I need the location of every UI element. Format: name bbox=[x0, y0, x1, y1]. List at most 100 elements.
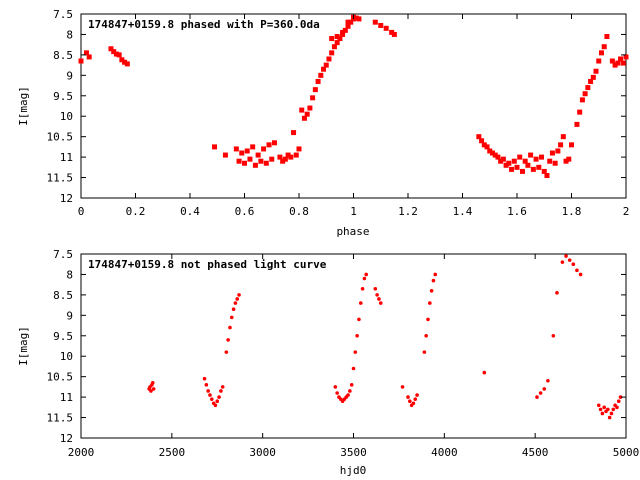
phased-data-point bbox=[285, 152, 291, 158]
unphased-data-point bbox=[224, 350, 229, 354]
phased-data-point bbox=[288, 154, 294, 160]
phased-data-point bbox=[620, 60, 626, 66]
unphased-y-tick-label: 9 bbox=[66, 309, 73, 322]
unphased-data-point bbox=[607, 415, 612, 420]
unphased-y-tick-label: 11 bbox=[60, 391, 73, 404]
unphased-data-point bbox=[538, 391, 543, 395]
phased-y-tick-label: 9 bbox=[66, 69, 73, 82]
unphased-data-point bbox=[598, 407, 603, 412]
unphased-data-point bbox=[346, 393, 350, 397]
phased-data-point bbox=[615, 60, 621, 66]
unphased-data-point bbox=[424, 333, 428, 338]
unphased-data-point bbox=[351, 366, 356, 371]
phased-x-tick-label: 0.4 bbox=[180, 205, 200, 218]
unphased-data-point bbox=[571, 262, 576, 267]
unphased-light-curve-panel: 2000 2500 3000 3500 4000 4500 5000 7.5 8 8.5 9 9.5… bbox=[17, 248, 639, 477]
unphased-y-tick-label: 8 bbox=[66, 268, 73, 281]
unphased-data-point bbox=[375, 293, 379, 297]
phased-data-point bbox=[604, 33, 610, 39]
phased-data-point bbox=[506, 160, 512, 166]
phased-data-point bbox=[612, 62, 618, 68]
phased-data-point bbox=[378, 22, 384, 28]
unphased-data-point bbox=[149, 389, 153, 393]
phased-data-point bbox=[582, 91, 588, 97]
phased-x-tick-label: 1.6 bbox=[507, 205, 527, 218]
unphased-data-points bbox=[147, 254, 623, 420]
unphased-data-point bbox=[422, 350, 427, 354]
unphased-x-tick-label: 2000 bbox=[68, 446, 95, 459]
unphased-x-tick-label: 4000 bbox=[431, 446, 458, 459]
phased-data-point bbox=[574, 121, 580, 127]
phased-data-point bbox=[86, 54, 92, 60]
phased-data-point bbox=[119, 57, 125, 63]
unphased-x-tick-label: 4500 bbox=[522, 446, 549, 459]
unphased-data-point bbox=[231, 307, 236, 312]
phased-data-point bbox=[353, 15, 359, 21]
unphased-data-point bbox=[360, 286, 365, 291]
unphased-data-point bbox=[237, 293, 241, 297]
phased-data-point bbox=[307, 105, 313, 111]
phased-data-point bbox=[334, 40, 340, 46]
phased-data-point bbox=[312, 87, 318, 93]
phased-data-point bbox=[476, 134, 482, 140]
phased-y-tick-label: 11 bbox=[60, 151, 73, 164]
phased-data-point bbox=[503, 162, 509, 168]
unphased-x-ticks: 2000 2500 3000 3500 4000 4500 5000 bbox=[68, 254, 639, 459]
phased-data-point bbox=[517, 154, 523, 160]
phased-data-point bbox=[588, 78, 594, 84]
unphased-data-point bbox=[333, 385, 338, 389]
unphased-data-point bbox=[151, 387, 156, 391]
phased-data-point bbox=[301, 115, 307, 121]
unphased-data-point bbox=[535, 395, 539, 399]
unphased-data-point bbox=[609, 411, 614, 416]
phased-data-point bbox=[280, 158, 286, 164]
unphased-data-point bbox=[546, 378, 550, 383]
unphased-data-point bbox=[233, 301, 238, 305]
phased-data-point bbox=[555, 148, 561, 154]
phased-data-point bbox=[530, 166, 536, 172]
unphased-y-ticks: 7.5 8 8.5 9 9.5 10 10.5 11 11.5 12 bbox=[47, 248, 626, 445]
phased-data-point bbox=[539, 154, 545, 160]
unphased-data-point bbox=[348, 389, 352, 393]
phased-data-point bbox=[579, 97, 585, 103]
phased-x-tick-label: 1.8 bbox=[562, 205, 582, 218]
phased-data-point bbox=[498, 158, 504, 164]
unphased-data-point bbox=[560, 260, 565, 264]
unphased-data-point bbox=[429, 289, 434, 293]
unphased-data-point bbox=[428, 301, 432, 305]
unphased-data-point bbox=[202, 376, 207, 381]
phased-data-point bbox=[261, 146, 267, 152]
phased-data-point bbox=[111, 49, 117, 55]
phased-data-point bbox=[222, 152, 228, 158]
phased-data-point bbox=[315, 78, 321, 84]
unphased-data-point bbox=[349, 383, 354, 387]
phased-data-point bbox=[525, 162, 531, 168]
phased-data-point bbox=[331, 44, 337, 50]
phased-data-point bbox=[479, 138, 485, 144]
phased-data-point bbox=[528, 152, 534, 158]
phased-plot-title: 174847+0159.8 phased with P=360.0da bbox=[88, 18, 320, 31]
phased-x-axis-label: phase bbox=[336, 225, 369, 238]
phased-data-point bbox=[266, 142, 272, 148]
phased-data-point bbox=[113, 51, 119, 57]
phased-x-tick-label: 0.6 bbox=[235, 205, 255, 218]
phased-data-point bbox=[489, 150, 495, 156]
phased-data-point bbox=[509, 166, 515, 172]
unphased-data-point bbox=[426, 317, 430, 322]
unphased-data-point bbox=[355, 333, 359, 338]
phased-data-point bbox=[566, 156, 572, 162]
unphased-data-point bbox=[150, 381, 155, 385]
unphased-data-point bbox=[229, 315, 234, 320]
unphased-data-point bbox=[228, 325, 232, 330]
phased-data-point bbox=[536, 164, 542, 170]
unphased-data-point bbox=[618, 395, 623, 399]
unphased-data-point bbox=[615, 405, 619, 410]
phased-data-point bbox=[585, 85, 591, 91]
phased-data-point bbox=[304, 111, 310, 117]
unphased-x-tick-label: 3000 bbox=[249, 446, 276, 459]
unphased-y-tick-label: 9.5 bbox=[53, 330, 73, 343]
phased-data-point bbox=[544, 173, 550, 179]
phased-data-point bbox=[623, 54, 629, 60]
phased-data-point bbox=[487, 148, 493, 154]
